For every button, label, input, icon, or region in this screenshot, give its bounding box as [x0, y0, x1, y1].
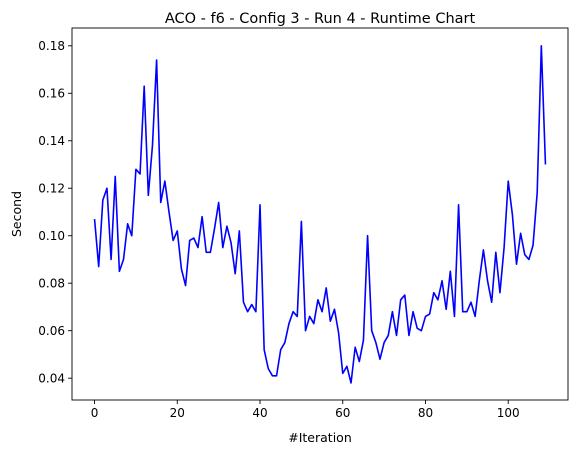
x-tick-label: 80	[418, 406, 433, 420]
y-axis-ticks: 0.04 0.06 0.08 0.10 0.12 0.14 0.16 0.18	[38, 39, 72, 385]
y-tick-label: 0.16	[38, 87, 65, 101]
y-axis-label: Second	[9, 191, 24, 237]
x-tick-label: 20	[170, 406, 185, 420]
x-tick-label: 100	[497, 406, 520, 420]
runtime-series-line	[93, 45, 547, 384]
y-tick-label: 0.10	[38, 229, 65, 243]
plot-area-frame	[71, 27, 569, 401]
y-tick-label: 0.18	[38, 39, 65, 53]
x-axis-ticks: 0 20 40 60 80 100	[91, 400, 520, 420]
x-tick-label: 60	[335, 406, 350, 420]
x-tick-label: 0	[91, 406, 99, 420]
y-tick-label: 0.12	[38, 182, 65, 196]
chart-title: ACO - f6 - Config 3 - Run 4 - Runtime Ch…	[165, 11, 476, 27]
y-tick-label: 0.14	[38, 134, 65, 148]
y-tick-label: 0.08	[38, 277, 65, 291]
y-tick-label: 0.04	[38, 371, 65, 385]
x-axis-label: #Iteration	[288, 430, 352, 445]
x-tick-label: 40	[252, 406, 267, 420]
y-tick-label: 0.06	[38, 324, 65, 338]
